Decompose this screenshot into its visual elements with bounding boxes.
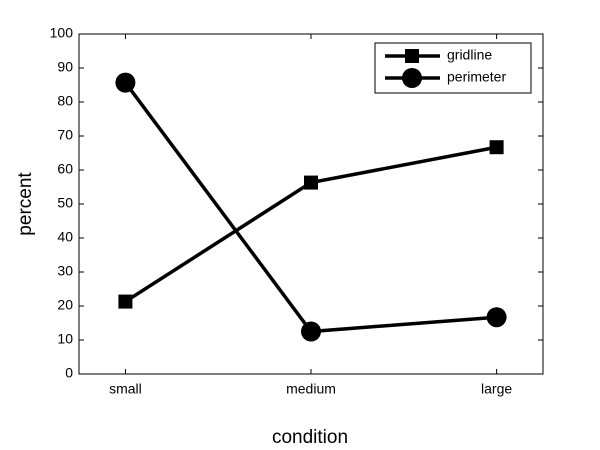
y-tick-label: 40 xyxy=(57,229,73,245)
legend-label: gridline xyxy=(447,47,492,63)
legend-marker xyxy=(402,68,422,88)
series-line xyxy=(123,81,497,334)
legend-box xyxy=(374,42,532,94)
x-tick-label: medium xyxy=(286,381,336,397)
y-tick-label: 70 xyxy=(57,127,73,143)
legend-label: perimeter xyxy=(447,69,506,85)
y-tick-label: 100 xyxy=(50,25,74,41)
y-tick-label: 60 xyxy=(57,161,73,177)
marker xyxy=(489,140,504,155)
x-tick-label: large xyxy=(481,381,512,397)
y-tick-label: 20 xyxy=(57,297,73,313)
marker xyxy=(118,294,133,309)
y-axis-label: percent xyxy=(15,172,36,236)
y-tick-label: 50 xyxy=(57,195,73,211)
marker xyxy=(304,175,318,190)
marker xyxy=(115,72,136,93)
marker xyxy=(301,321,321,342)
x-tick-label: small xyxy=(109,381,142,397)
marker xyxy=(486,307,507,328)
y-tick-label: 0 xyxy=(65,365,73,381)
y-tick-label: 80 xyxy=(57,93,73,109)
y-tick-label: 30 xyxy=(57,263,73,279)
series-line xyxy=(124,145,497,304)
y-tick-label: 10 xyxy=(57,331,73,347)
x-axis-label: condition xyxy=(272,427,348,448)
y-tick-label: 90 xyxy=(57,59,73,75)
legend-marker xyxy=(405,49,419,63)
